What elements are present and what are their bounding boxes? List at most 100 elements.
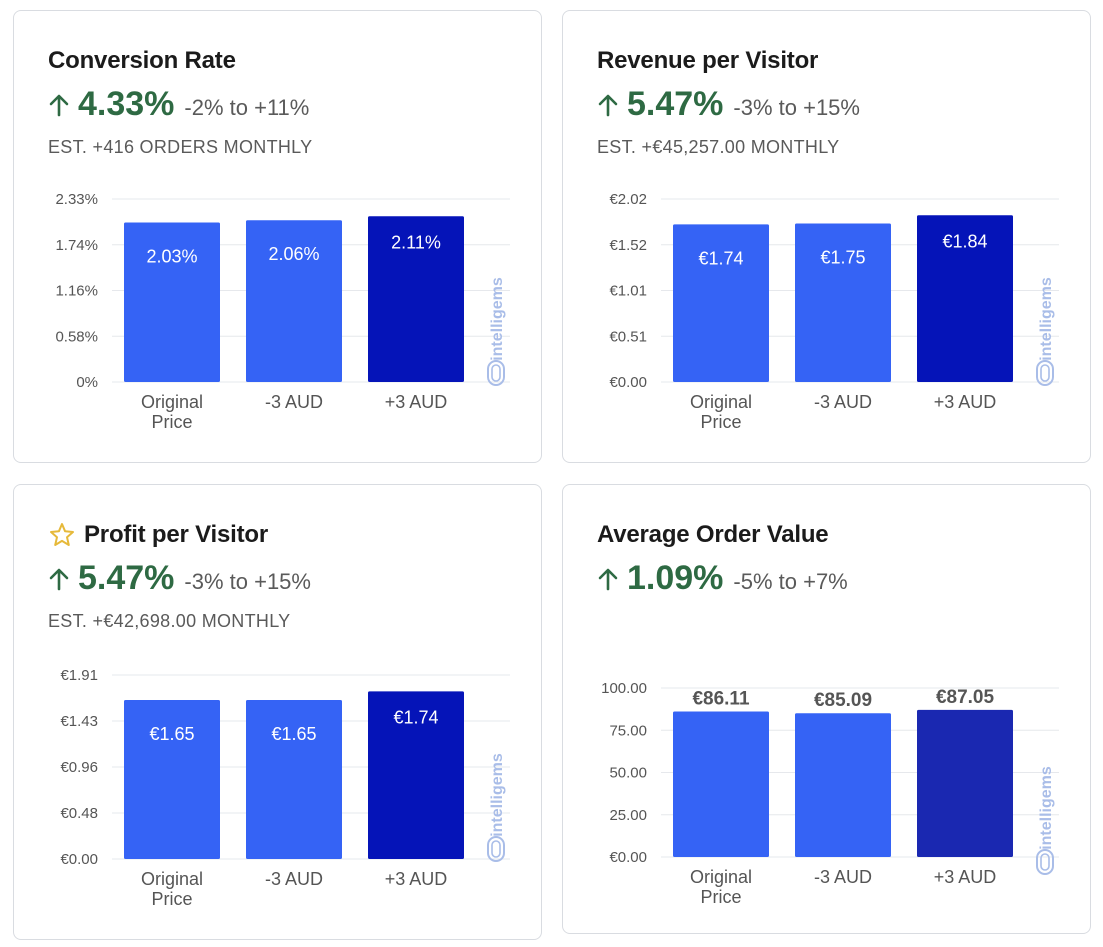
arrow-up-icon <box>49 568 69 590</box>
x-category-label: +3 AUD <box>385 869 448 889</box>
lift-value: 5.47% <box>627 85 724 123</box>
y-tick-label: €2.02 <box>609 191 647 208</box>
y-tick-label: €1.43 <box>60 713 98 730</box>
card-title-text: Conversion Rate <box>48 47 236 74</box>
y-tick-label: €0.00 <box>609 849 647 866</box>
intelligems-logo-icon <box>1036 360 1054 386</box>
x-category-label: Price <box>700 887 741 907</box>
x-category-label: Price <box>700 412 741 432</box>
lift-row: 5.47% -3% to +15% <box>597 85 860 124</box>
bar[interactable] <box>673 711 769 857</box>
x-category-label: +3 AUD <box>934 867 997 887</box>
card-title: Conversion Rate <box>48 47 236 75</box>
intelligems-logo-icon <box>487 836 505 862</box>
data-label: €1.74 <box>393 707 438 727</box>
data-label: €1.74 <box>698 248 743 268</box>
arrow-up-icon <box>49 94 69 116</box>
arrow-up-icon <box>598 94 618 116</box>
brand-wordmark: intelligems <box>1038 766 1055 850</box>
lift-value: 1.09% <box>627 559 724 597</box>
intelligems-logo-icon <box>487 360 505 386</box>
data-label: 2.06% <box>268 244 319 264</box>
monthly-estimate: EST. +416 ORDERS MONTHLY <box>48 137 313 157</box>
data-label: €1.84 <box>942 231 987 251</box>
x-category-label: Price <box>151 889 192 909</box>
data-label: €86.11 <box>692 688 749 709</box>
confidence-range: -5% to +7% <box>733 569 848 594</box>
monthly-estimate: EST. +€42,698.00 MONTHLY <box>48 611 291 631</box>
y-tick-label: €0.96 <box>60 759 98 776</box>
intelligems-logo-icon <box>1036 849 1054 875</box>
metric-card-average-order-value: Average Order Value 1.09% -5% to +7% 100… <box>562 484 1091 934</box>
bar[interactable] <box>124 700 220 859</box>
data-label: €85.09 <box>814 690 872 711</box>
y-tick-label: 0% <box>76 374 98 391</box>
y-tick-label: 0.58% <box>55 328 98 345</box>
x-category-label: Original <box>690 867 752 887</box>
data-label: 2.11% <box>391 232 441 252</box>
bar-chart: €2.02 €1.52 €1.01 €0.51 €0.00 €1.74 OriginalPr… <box>609 191 1059 432</box>
bar[interactable] <box>124 222 220 382</box>
bar[interactable] <box>246 700 342 859</box>
card-title-text: Average Order Value <box>597 521 829 548</box>
x-category-label: Original <box>141 392 203 412</box>
bar[interactable] <box>246 220 342 382</box>
brand-wordmark: intelligems <box>489 277 506 361</box>
bar[interactable] <box>795 223 891 382</box>
lift-row: 4.33% -2% to +11% <box>48 85 309 124</box>
y-tick-label: 2.33% <box>55 191 98 208</box>
y-tick-label: 75.00 <box>609 722 647 739</box>
lift-row: 5.47% -3% to +15% <box>48 559 311 598</box>
lift-row: 1.09% -5% to +7% <box>597 559 848 598</box>
bar[interactable] <box>673 224 769 382</box>
x-category-label: Original <box>141 869 203 889</box>
x-category-label: +3 AUD <box>934 392 997 412</box>
data-label: €1.65 <box>271 724 316 744</box>
bar[interactable] <box>795 713 891 857</box>
bar-chart: €1.91 €1.43 €0.96 €0.48 €0.00 €1.65 OriginalPr… <box>60 667 510 909</box>
brand-wordmark: intelligems <box>489 753 506 837</box>
card-title-text: Revenue per Visitor <box>597 47 819 74</box>
y-tick-label: €0.48 <box>60 805 98 822</box>
card-title: Revenue per Visitor <box>597 47 818 75</box>
y-tick-label: €0.00 <box>609 374 647 391</box>
x-category-label: -3 AUD <box>265 869 323 889</box>
bar[interactable] <box>368 216 464 382</box>
y-tick-label: €1.91 <box>60 667 98 684</box>
y-tick-label: 1.16% <box>55 283 98 300</box>
y-tick-label: €1.52 <box>609 237 647 254</box>
arrow-up-icon <box>598 568 618 590</box>
y-tick-label: 1.74% <box>55 237 98 254</box>
y-tick-label: 25.00 <box>609 807 647 824</box>
confidence-range: -2% to +11% <box>184 95 310 120</box>
card-title: Profit per Visitor <box>48 521 268 549</box>
confidence-range: -3% to +15% <box>733 95 860 120</box>
data-label: 2.03% <box>146 247 197 267</box>
bar-chart: 100.00 75.00 50.00 25.00 €0.00 €86.11 Original… <box>601 680 1059 907</box>
star-icon[interactable] <box>48 521 76 549</box>
card-title-text: Profit per Visitor <box>84 521 268 548</box>
bar[interactable] <box>917 709 1013 857</box>
x-category-label: +3 AUD <box>385 392 448 412</box>
metric-card-revenue-per-visitor: Revenue per Visitor 5.47% -3% to +15% ES… <box>562 10 1091 463</box>
data-label: €87.05 <box>936 687 995 708</box>
card-title: Average Order Value <box>597 521 829 549</box>
y-tick-label: 100.00 <box>601 680 647 697</box>
monthly-estimate: EST. +€45,257.00 MONTHLY <box>597 137 840 157</box>
lift-value: 5.47% <box>78 559 175 597</box>
bar[interactable] <box>917 215 1013 382</box>
y-tick-label: €0.51 <box>609 328 647 345</box>
bar[interactable] <box>368 691 464 859</box>
x-category-label: -3 AUD <box>814 392 872 412</box>
brand-wordmark: intelligems <box>1038 277 1055 361</box>
y-tick-label: €0.00 <box>60 851 98 868</box>
data-label: €1.75 <box>820 247 865 267</box>
y-tick-label: €1.01 <box>609 283 647 300</box>
y-tick-label: 50.00 <box>609 765 647 782</box>
x-category-label: -3 AUD <box>814 867 872 887</box>
metric-card-conversion-rate: Conversion Rate 4.33% -2% to +11% EST. +… <box>13 10 542 463</box>
x-category-label: Original <box>690 392 752 412</box>
x-category-label: -3 AUD <box>265 392 323 412</box>
x-category-label: Price <box>151 412 192 432</box>
metric-card-profit-per-visitor: Profit per Visitor 5.47% -3% to +15% EST… <box>13 484 542 940</box>
